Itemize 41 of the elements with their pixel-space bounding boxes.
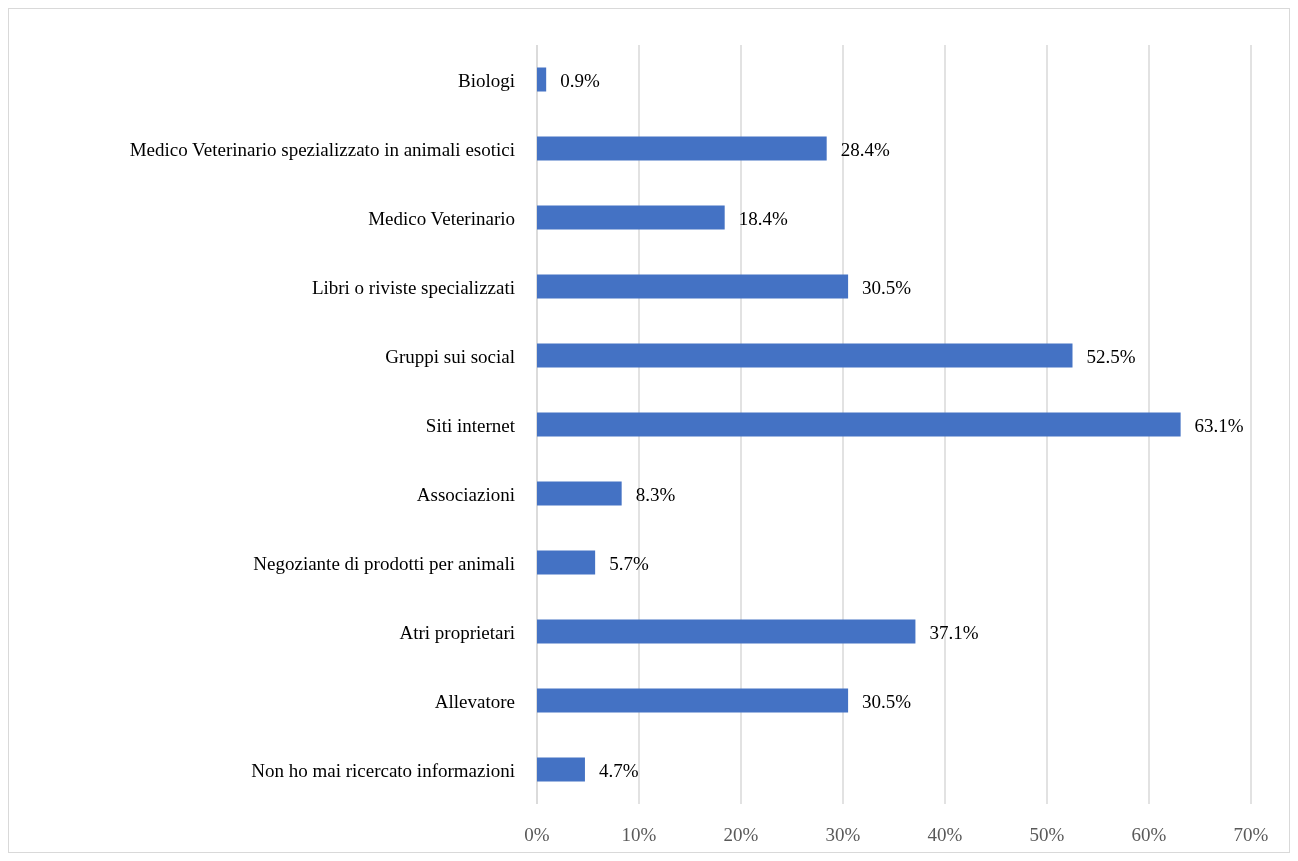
data-label: 0.9% bbox=[560, 69, 600, 91]
data-label: 30.5% bbox=[862, 690, 912, 712]
data-label: 63.1% bbox=[1194, 414, 1244, 436]
y-tick-label: Medico Veterinario spezializzato in animali esotici bbox=[129, 138, 515, 160]
bar bbox=[537, 67, 547, 92]
bar bbox=[537, 481, 622, 506]
data-label: 37.1% bbox=[929, 621, 979, 643]
y-tick-label: Atri proprietari bbox=[399, 621, 515, 643]
y-tick-label: Non ho mai ricercato informazioni bbox=[251, 759, 515, 781]
data-label: 18.4% bbox=[738, 207, 788, 229]
x-tick-label: 50% bbox=[1029, 824, 1065, 845]
bar bbox=[537, 550, 596, 575]
data-label: 28.4% bbox=[840, 138, 890, 160]
bar bbox=[537, 412, 1181, 437]
x-tick-label: 40% bbox=[927, 824, 963, 845]
y-tick-label: Siti internet bbox=[425, 414, 516, 436]
data-label: 4.7% bbox=[598, 759, 639, 781]
y-tick-label: Libri o riviste specializzati bbox=[311, 276, 515, 298]
y-tick-label: Negoziante di prodotti per animali bbox=[253, 552, 515, 574]
data-label: 30.5% bbox=[862, 276, 912, 298]
x-tick-label: 0% bbox=[524, 824, 550, 845]
data-label: 52.5% bbox=[1086, 345, 1136, 367]
bar bbox=[537, 619, 916, 644]
data-label: 8.3% bbox=[635, 483, 676, 505]
bar bbox=[537, 688, 849, 713]
y-tick-label: Medico Veterinario bbox=[368, 207, 515, 229]
bar bbox=[537, 136, 827, 161]
x-tick-label: 60% bbox=[1131, 824, 1167, 845]
bar bbox=[537, 757, 585, 782]
bar bbox=[537, 205, 725, 230]
data-label: 5.7% bbox=[609, 552, 649, 574]
bar bbox=[537, 343, 1073, 368]
x-tick-label: 30% bbox=[825, 824, 861, 845]
y-tick-label: Associazioni bbox=[416, 483, 515, 505]
y-tick-label: Allevatore bbox=[434, 690, 515, 712]
x-tick-label: 10% bbox=[621, 824, 657, 845]
bar bbox=[537, 274, 849, 299]
y-tick-label: Biologi bbox=[457, 69, 515, 91]
x-tick-label: 20% bbox=[723, 824, 759, 845]
x-tick-label: 70% bbox=[1233, 824, 1269, 845]
y-tick-label: Gruppi sui social bbox=[385, 345, 515, 367]
